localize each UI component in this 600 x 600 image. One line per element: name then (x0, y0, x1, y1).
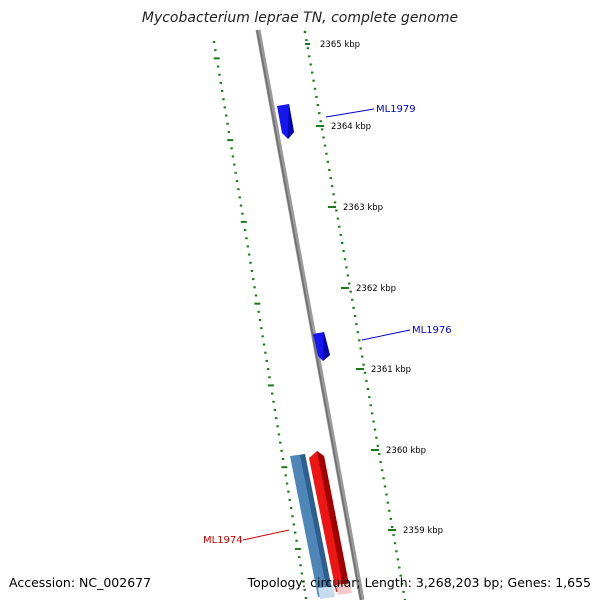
left-tick-track (212, 41, 308, 599)
tick-label: 2364 kbp (331, 122, 371, 132)
tick-2359: 2359 kbp (388, 526, 443, 536)
accession-text: Accession: NC_002677 (9, 575, 152, 590)
label-ml1974[interactable]: ML1974 (203, 529, 290, 546)
tick-label: 2360 kbp (386, 446, 426, 456)
gene-label: ML1976 (412, 325, 452, 336)
tick-label: 2359 kbp (403, 526, 443, 536)
tick-2361: 2361 kbp (356, 365, 411, 375)
label-ml1979[interactable]: ML1979 (325, 104, 416, 118)
gene-ml1979[interactable] (277, 104, 294, 139)
tick-2365: 2365 kbp (305, 40, 360, 50)
tick-2360: 2360 kbp (371, 446, 426, 456)
tick-label: 2363 kbp (343, 203, 383, 213)
gene-ml1974[interactable] (290, 454, 335, 599)
tick-label: 2362 kbp (356, 284, 396, 294)
gene-reverse-red[interactable] (309, 451, 352, 595)
tick-label: 2361 kbp (371, 365, 411, 375)
tick-2363: 2363 kbp (328, 203, 383, 213)
gene-label: ML1974 (203, 535, 243, 546)
right-tick-track (303, 31, 407, 600)
label-ml1976[interactable]: ML1976 (361, 325, 452, 341)
genome-summary-text: Topology: circular; Length: 3,268,203 bp… (247, 575, 591, 590)
tick-2362: 2362 kbp (341, 284, 396, 294)
genome-backbone-shade (256, 29, 362, 600)
tick-2364: 2364 kbp (316, 122, 371, 132)
map-title: Mycobacterium leprae TN, complete genome (141, 10, 459, 26)
genome-backbone (255, 29, 365, 600)
gene-label: ML1979 (376, 104, 416, 115)
gene-ml1976[interactable] (313, 332, 330, 361)
tick-label: 2365 kbp (320, 40, 360, 50)
